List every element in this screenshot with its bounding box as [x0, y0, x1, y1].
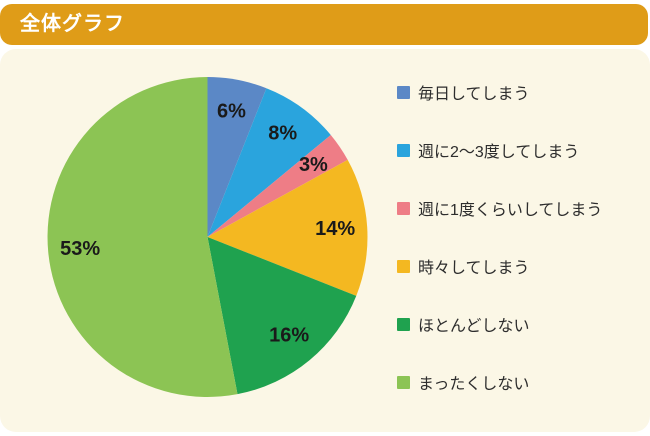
legend-item-1: 週に2〜3度してしまう: [397, 137, 642, 163]
legend-swatch-icon: [397, 143, 410, 157]
legend-label: ほとんどしない: [418, 318, 530, 335]
legend-label: 時々してしまう: [418, 260, 530, 277]
legend-item-3: 時々してしまう: [397, 253, 642, 279]
pie-slice-value-label: 16%: [269, 325, 309, 347]
legend-label: 毎日してしまう: [418, 86, 530, 103]
pie-slice-5: [47, 77, 238, 397]
header-bar: 全体グラフ: [0, 4, 648, 45]
legend-label: 週に2〜3度してしまう: [418, 144, 580, 161]
pie-slice-value-label: 53%: [60, 238, 100, 260]
legend-swatch-icon: [397, 375, 410, 389]
pie-slice-value-label: 8%: [268, 122, 297, 144]
page-title: 全体グラフ: [20, 13, 125, 35]
pie-chart: 6% 8%3% 14% 16% 53%: [47, 77, 368, 397]
pie-slice-value-label: 14%: [315, 218, 355, 240]
legend-swatch-icon: [397, 85, 410, 99]
legend-swatch-icon: [397, 317, 410, 331]
legend-item-0: 毎日してしまう: [397, 79, 642, 105]
legend-item-2: 週に1度くらいしてしまう: [397, 195, 642, 221]
pie-slice-value-label: 3%: [299, 154, 328, 176]
pie-slice-value-label: 6%: [217, 100, 246, 122]
legend-item-5: まったくしない: [397, 369, 642, 395]
legend: 毎日してしまう週に2〜3度してしまう週に1度くらいしてしまう 時々してしまう ほとん…: [397, 79, 642, 427]
legend-label: まったくしない: [418, 376, 530, 393]
legend-swatch-icon: [397, 201, 410, 215]
legend-swatch-icon: [397, 259, 410, 273]
legend-label: 週に1度くらいしてしまう: [418, 202, 603, 219]
pie-slice-4: [207, 237, 357, 395]
pie-slice-3: [207, 159, 368, 296]
pie-slice-1: [207, 88, 331, 237]
chart-panel: 6% 8% 3% 14% 16% 53% 毎日してしまう週に2〜3度してしまう週に1度くら…: [0, 49, 650, 432]
pie-slice-0: [207, 77, 267, 237]
legend-item-4: ほとんどしない: [397, 311, 642, 337]
pie-slice-2: [207, 135, 348, 237]
